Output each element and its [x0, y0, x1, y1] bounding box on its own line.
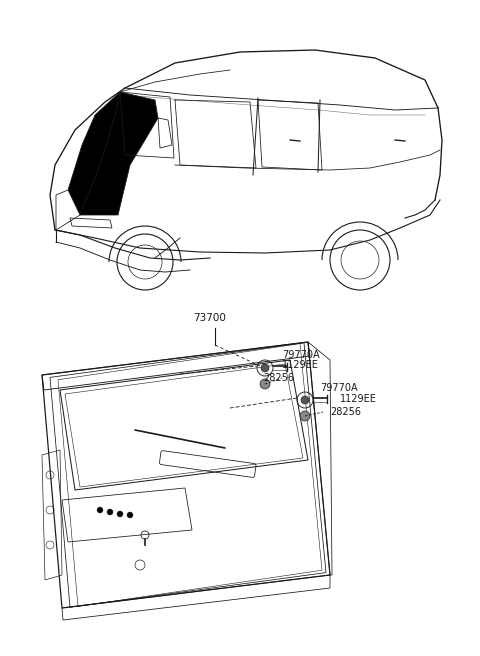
Circle shape: [260, 379, 270, 389]
Text: 73700: 73700: [193, 313, 226, 323]
Circle shape: [127, 512, 133, 518]
Circle shape: [117, 511, 123, 517]
Polygon shape: [68, 92, 158, 215]
Text: 28256: 28256: [263, 373, 294, 383]
Text: 28256: 28256: [330, 407, 361, 417]
Text: 79770A: 79770A: [320, 383, 358, 393]
Text: 79770A: 79770A: [282, 350, 320, 360]
Text: 1129EE: 1129EE: [282, 360, 319, 370]
Text: 1129EE: 1129EE: [340, 394, 377, 404]
Circle shape: [261, 364, 269, 372]
Circle shape: [97, 507, 103, 513]
Circle shape: [300, 411, 310, 421]
Polygon shape: [56, 190, 80, 230]
Circle shape: [301, 396, 309, 404]
Circle shape: [107, 509, 113, 515]
